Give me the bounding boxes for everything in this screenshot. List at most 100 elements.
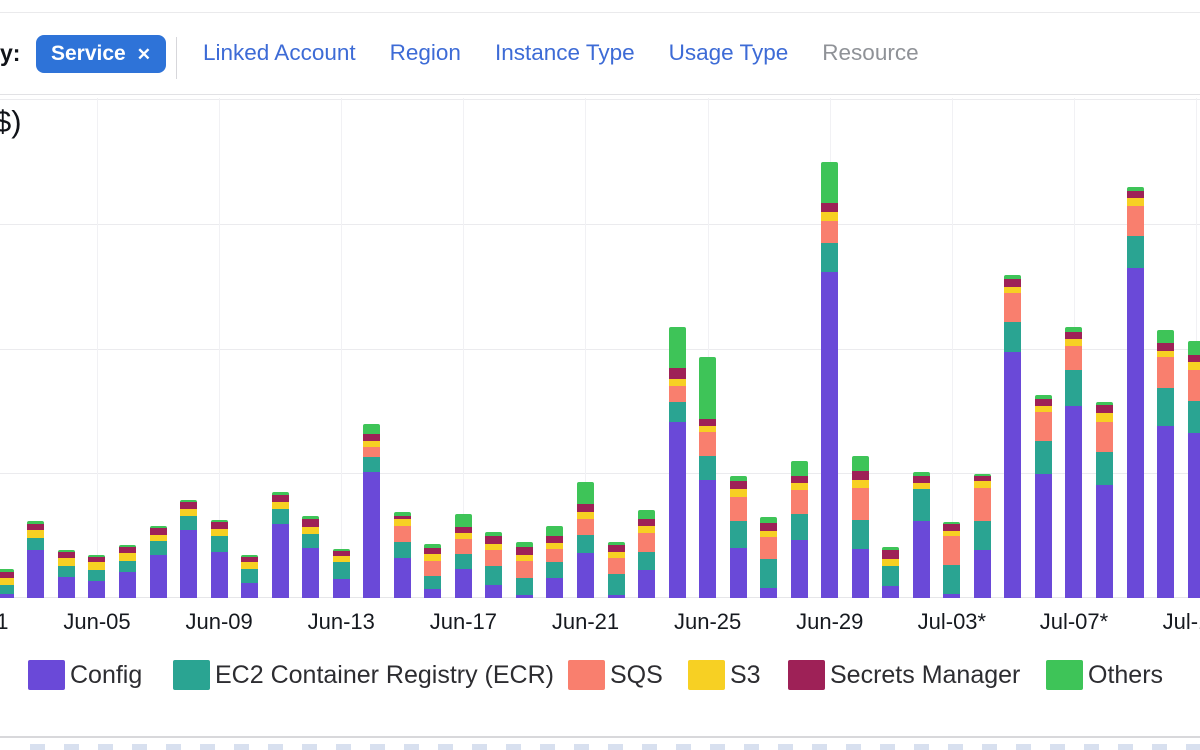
bar-segment-config[interactable] [729,548,747,598]
bar-segment-secrets-manager[interactable] [760,523,778,531]
bar-segment-s3[interactable] [149,534,167,542]
bar-segment-ec2-container-registry-ecr[interactable] [638,551,656,570]
bar-segment-others[interactable] [424,544,442,549]
bar-stack-jun-09[interactable] [210,519,228,598]
bar-segment-others[interactable] [912,471,930,476]
close-icon[interactable]: ✕ [136,44,151,64]
bar-segment-s3[interactable] [454,533,472,540]
bar-stack-jul-07[interactable] [1065,327,1083,598]
bar-segment-s3[interactable] [943,530,961,537]
bar-segment-config[interactable] [1157,425,1175,598]
bar-segment-ec2-container-registry-ecr[interactable] [546,562,564,579]
bar-segment-config[interactable] [1126,268,1144,598]
legend-item-s3[interactable]: S3 [688,660,761,690]
bar-segment-s3[interactable] [607,551,625,559]
bar-segment-config[interactable] [332,579,350,598]
bar-segment-config[interactable] [0,593,14,598]
bar-segment-s3[interactable] [1095,412,1113,422]
bar-segment-secrets-manager[interactable] [454,526,472,534]
bar-segment-sqs[interactable] [515,560,533,579]
bar-segment-s3[interactable] [424,554,442,561]
bar-segment-secrets-manager[interactable] [485,536,503,544]
bar-segment-sqs[interactable] [729,497,747,521]
bar-segment-sqs[interactable] [393,525,411,542]
bar-segment-others[interactable] [1034,395,1052,399]
bar-segment-ec2-container-registry-ecr[interactable] [973,520,991,551]
bar-segment-config[interactable] [882,585,900,598]
bar-segment-s3[interactable] [27,530,45,538]
bar-stack-jun-21[interactable] [576,482,594,598]
bar-stack-jul-11[interactable] [1187,340,1200,598]
bar-segment-others[interactable] [851,456,869,472]
bar-segment-config[interactable] [1034,474,1052,598]
bar-segment-s3[interactable] [1034,405,1052,413]
bar-segment-sqs[interactable] [668,385,686,402]
bar-segment-sqs[interactable] [546,549,564,563]
bar-segment-sqs[interactable] [699,432,717,456]
bar-segment-ec2-container-registry-ecr[interactable] [607,574,625,595]
bar-segment-secrets-manager[interactable] [821,203,839,212]
bar-segment-others[interactable] [760,516,778,524]
bar-segment-sqs[interactable] [973,487,991,521]
bar-segment-secrets-manager[interactable] [1126,190,1144,199]
bar-segment-ec2-container-registry-ecr[interactable] [576,535,594,554]
legend-item-sqs[interactable]: SQS [568,660,663,690]
bar-segment-ec2-container-registry-ecr[interactable] [668,401,686,422]
bar-segment-config[interactable] [821,271,839,598]
bar-segment-secrets-manager[interactable] [1034,398,1052,406]
bar-segment-s3[interactable] [1065,339,1083,346]
bar-segment-others[interactable] [1065,327,1083,332]
bar-segment-s3[interactable] [485,543,503,550]
bar-segment-secrets-manager[interactable] [271,494,289,502]
bar-stack-jun-17[interactable] [454,514,472,598]
bar-segment-ec2-container-registry-ecr[interactable] [302,534,320,549]
bar-stack-jun-26[interactable] [729,475,747,598]
bar-segment-config[interactable] [27,549,45,598]
bar-segment-secrets-manager[interactable] [1065,331,1083,340]
bar-segment-s3[interactable] [760,530,778,538]
bar-stack-jun-18[interactable] [485,531,503,598]
bar-segment-config[interactable] [607,594,625,598]
bar-segment-ec2-container-registry-ecr[interactable] [729,520,747,549]
bar-segment-secrets-manager[interactable] [515,547,533,555]
bar-segment-others[interactable] [1004,275,1022,280]
bar-segment-ec2-container-registry-ecr[interactable] [515,578,533,595]
bar-segment-config[interactable] [851,549,869,598]
bar-segment-secrets-manager[interactable] [27,523,45,531]
bar-segment-others[interactable] [607,542,625,546]
bar-segment-secrets-manager[interactable] [393,516,411,519]
bar-segment-config[interactable] [943,593,961,598]
bar-segment-s3[interactable] [851,480,869,489]
bar-segment-s3[interactable] [668,379,686,386]
bar-segment-secrets-manager[interactable] [57,552,75,559]
bar-segment-others[interactable] [88,554,106,557]
bar-segment-others[interactable] [180,499,198,502]
bar-segment-secrets-manager[interactable] [668,368,686,380]
bar-segment-sqs[interactable] [454,539,472,555]
bar-segment-sqs[interactable] [1095,421,1113,452]
bar-segment-ec2-container-registry-ecr[interactable] [119,560,137,573]
filter-link-instance-type[interactable]: Instance Type [494,40,635,65]
bar-segment-secrets-manager[interactable] [1095,404,1113,413]
bar-segment-ec2-container-registry-ecr[interactable] [821,243,839,272]
bar-segment-ec2-container-registry-ecr[interactable] [57,565,75,577]
bar-stack-jun-04[interactable] [57,550,75,598]
bar-segment-others[interactable] [638,509,656,520]
bar-segment-others[interactable] [271,492,289,495]
bar-segment-config[interactable] [1065,405,1083,598]
bar-segment-sqs[interactable] [638,533,656,552]
bar-segment-s3[interactable] [576,511,594,520]
bar-segment-s3[interactable] [119,553,137,561]
bar-segment-sqs[interactable] [851,488,869,521]
bar-stack-jun-27[interactable] [760,516,778,598]
bar-segment-s3[interactable] [821,211,839,221]
bar-segment-secrets-manager[interactable] [180,501,198,509]
filter-link-region[interactable]: Region [389,40,461,65]
bar-segment-others[interactable] [576,482,594,505]
bar-segment-ec2-container-registry-ecr[interactable] [912,489,930,521]
bar-segment-others[interactable] [515,542,533,548]
legend-item-ec2-container-registry-ecr[interactable]: EC2 Container Registry (ECR) [173,660,554,690]
bar-segment-others[interactable] [454,514,472,527]
bar-segment-ec2-container-registry-ecr[interactable] [699,455,717,480]
bar-segment-sqs[interactable] [1126,206,1144,237]
